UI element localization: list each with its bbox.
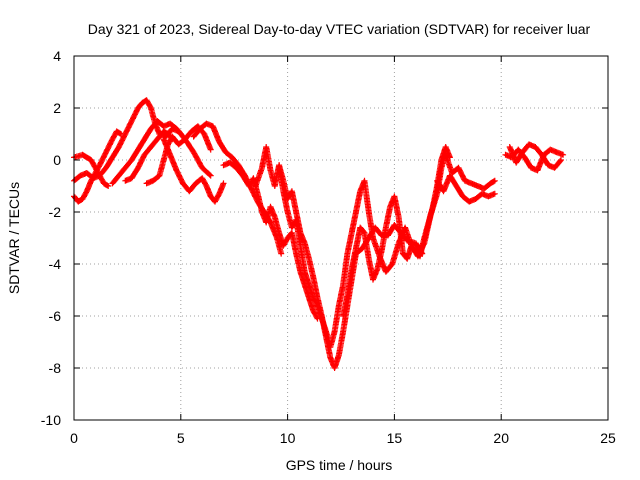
y-tick-label: 4 [53, 48, 61, 64]
y-tick-label: 0 [53, 152, 61, 168]
plot-frame [73, 55, 609, 421]
x-tick-label: 20 [493, 430, 509, 446]
x-axis-label: GPS time / hours [286, 457, 393, 473]
data-point-markers [506, 141, 564, 171]
x-tick-label: 15 [387, 430, 403, 446]
y-tick-label: -6 [49, 308, 62, 324]
data-point-markers [442, 151, 498, 192]
y-axis-label: SDTVAR / TECUs [6, 182, 22, 294]
data-point-markers [160, 136, 227, 205]
x-tick-label: 0 [70, 430, 78, 446]
y-tick-label: -10 [41, 412, 61, 428]
y-tick-label: -8 [49, 360, 62, 376]
series-arc-4 [109, 118, 184, 187]
data-point-markers [109, 118, 184, 187]
x-tick-label: 25 [600, 430, 616, 446]
series-arc-13 [434, 172, 498, 205]
series-arc-7 [160, 136, 227, 205]
series-arc-14 [442, 151, 498, 192]
series-arc-16 [506, 141, 564, 171]
y-tick-label: -4 [49, 256, 62, 272]
x-tick-label: 5 [177, 430, 185, 446]
series-arc-5 [122, 128, 176, 184]
chart-title: Day 321 of 2023, Sidereal Day-to-day VTE… [88, 21, 591, 37]
data-points [71, 97, 567, 371]
y-tick-label: -2 [49, 204, 62, 220]
data-point-markers [122, 128, 176, 184]
data-point-markers [434, 172, 498, 205]
y-tick-label: 2 [53, 100, 61, 116]
x-tick-label: 10 [280, 430, 296, 446]
